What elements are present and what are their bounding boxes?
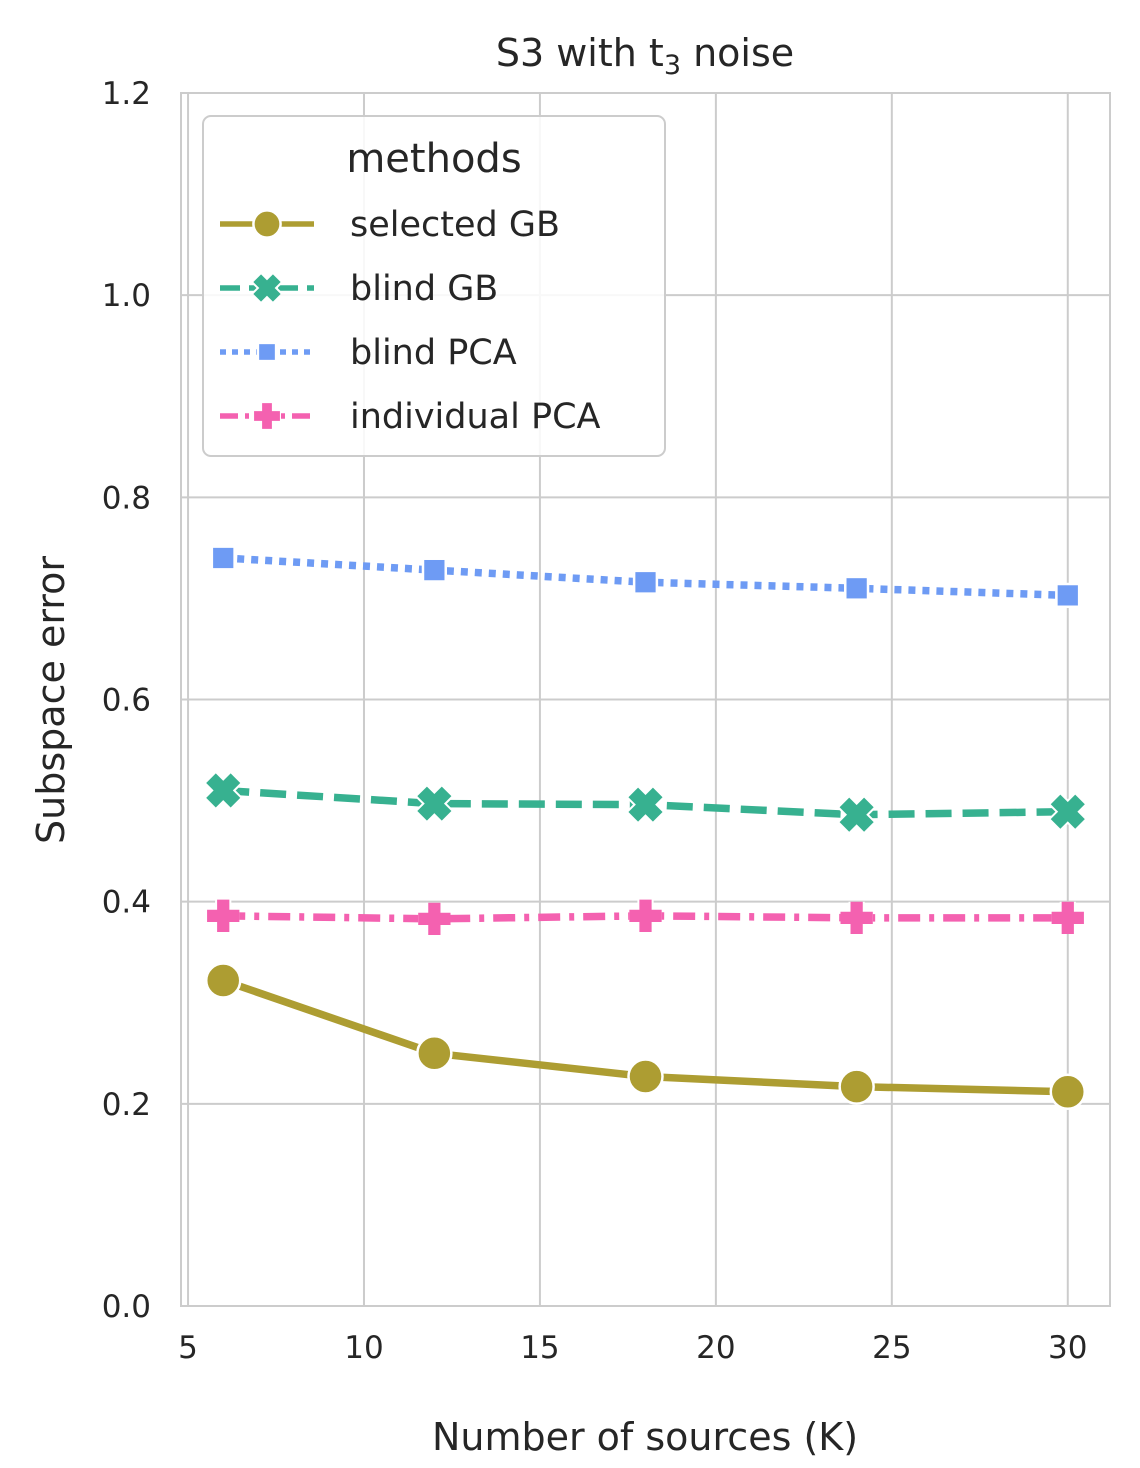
legend-title: methods bbox=[346, 136, 521, 182]
y-tick-label: 0.6 bbox=[102, 683, 151, 719]
data-point-selected-gb bbox=[838, 1068, 875, 1105]
data-point-individual-pca bbox=[1051, 901, 1084, 934]
data-point-blind-pca bbox=[210, 545, 236, 571]
y-tick-label: 0.4 bbox=[102, 885, 151, 921]
chart-title: S3 with t3 noise bbox=[496, 31, 794, 81]
title-subscript: 3 bbox=[664, 50, 681, 81]
x-axis-label: Number of sources (K) bbox=[432, 1415, 858, 1459]
y-tick-label: 0.8 bbox=[102, 480, 151, 516]
series-blind-gb bbox=[204, 772, 1087, 834]
legend-box bbox=[202, 115, 666, 457]
data-point-selected-gb bbox=[627, 1058, 664, 1095]
data-point-individual-pca bbox=[207, 899, 240, 932]
legend-item-selected-gb: selected GB bbox=[220, 205, 560, 245]
data-point-individual-pca bbox=[840, 901, 873, 934]
y-tick-label: 1.2 bbox=[102, 76, 151, 112]
series-layer bbox=[204, 545, 1087, 1110]
legend-label: individual PCA bbox=[350, 397, 601, 437]
legend-item-individual-pca: individual PCA bbox=[220, 397, 601, 437]
legend-item-blind-pca: blind PCA bbox=[220, 333, 517, 373]
data-point-blind-pca bbox=[844, 575, 870, 601]
legend-marker-selected-gb bbox=[252, 209, 282, 239]
data-point-blind-gb bbox=[204, 772, 242, 809]
data-point-individual-pca bbox=[629, 899, 662, 932]
series-blind-pca bbox=[210, 545, 1081, 609]
y-tick-label: 0.0 bbox=[102, 1289, 151, 1325]
legend-marker-blind-pca bbox=[256, 341, 278, 363]
data-point-selected-gb bbox=[416, 1035, 453, 1072]
data-point-blind-pca bbox=[632, 569, 659, 595]
title-suffix: noise bbox=[681, 31, 794, 75]
data-point-blind-gb bbox=[838, 796, 876, 834]
x-tick-label: 10 bbox=[344, 1330, 383, 1366]
data-point-blind-gb bbox=[415, 785, 453, 823]
legend-marker-blind-gb bbox=[251, 272, 283, 304]
legend-entries: selected GB blind GB blind PCA individual P… bbox=[220, 205, 601, 437]
legend-label: blind GB bbox=[350, 269, 498, 309]
x-tick-label: 25 bbox=[872, 1330, 911, 1366]
x-tick-label: 5 bbox=[178, 1330, 198, 1366]
data-point-individual-pca bbox=[418, 902, 451, 936]
data-point-blind-pca bbox=[421, 557, 447, 583]
x-tick-label: 15 bbox=[520, 1330, 559, 1366]
legend-label: blind PCA bbox=[350, 333, 517, 373]
y-tick-label: 1.0 bbox=[102, 278, 151, 314]
legend: methods selected GB blind GB blind PCA indi… bbox=[202, 115, 666, 457]
y-tick-label: 0.2 bbox=[102, 1087, 151, 1123]
x-tick-label: 30 bbox=[1048, 1330, 1087, 1366]
legend-label: selected GB bbox=[350, 205, 560, 245]
data-point-selected-gb bbox=[1049, 1073, 1087, 1110]
data-point-blind-gb bbox=[1049, 793, 1087, 831]
series-individual-pca bbox=[207, 899, 1084, 936]
series-selected-gb bbox=[204, 962, 1087, 1110]
x-tick-label: 20 bbox=[696, 1330, 735, 1366]
data-point-blind-gb bbox=[627, 786, 664, 824]
data-point-selected-gb bbox=[204, 962, 242, 999]
legend-marker-individual-pca bbox=[254, 403, 280, 429]
legend-item-blind-gb: blind GB bbox=[220, 269, 498, 309]
data-point-blind-pca bbox=[1055, 582, 1081, 609]
y-axis-label: Subspace error bbox=[29, 556, 73, 844]
tick-labels: 5 10 15 20 25 30 0.0 0.2 0.4 0.6 0.8 1.0 1.2 bbox=[102, 76, 1088, 1366]
plot-frame bbox=[180, 92, 1111, 1307]
